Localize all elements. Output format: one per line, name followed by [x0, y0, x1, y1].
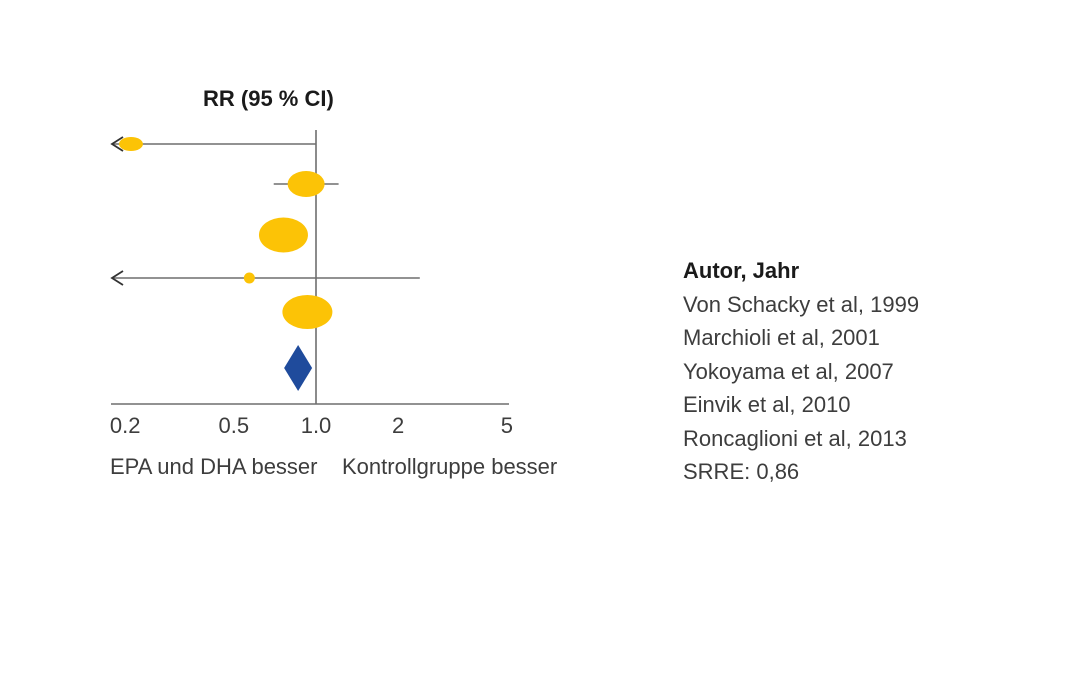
x-axis-label-right: Kontrollgruppe besser	[342, 454, 558, 479]
study-marker	[287, 171, 325, 197]
legend-item: Einvik et al, 2010	[683, 392, 851, 417]
study-marker	[282, 295, 333, 329]
study-marker	[258, 217, 308, 253]
legend-item: Yokoyama et al, 2007	[683, 358, 894, 384]
legend-item: SRRE: 0,86	[683, 459, 800, 484]
legend-item: Von Schacky et al, 1999	[683, 291, 920, 317]
x-tick-label: 0.5	[219, 413, 250, 438]
x-axis-label-left: EPA und DHA besser	[110, 454, 318, 479]
legend: Autor, Jahr Von Schacky et al, 1999 March…	[683, 254, 919, 489]
study-marker	[118, 137, 143, 151]
ci-arrow-left-icon	[110, 270, 124, 286]
x-tick-label: 5	[501, 413, 513, 438]
chart-title: RR (95 % CI)	[203, 86, 334, 111]
x-tick-label: 0.2	[110, 413, 141, 438]
legend-items: Von Schacky et al, 1999 Marchioli et al, …	[683, 288, 919, 489]
x-tick-label: 1.0	[301, 413, 332, 438]
legend-item: Marchioli et al, 2001	[683, 325, 880, 350]
x-tick-label: 2	[392, 413, 404, 438]
legend-header: Autor, Jahr	[683, 258, 800, 283]
summary-diamond	[284, 345, 313, 391]
legend-item: Roncaglioni et al, 2013	[683, 425, 907, 451]
study-marker	[243, 272, 255, 284]
ci-arrow-left-icon	[110, 136, 124, 152]
